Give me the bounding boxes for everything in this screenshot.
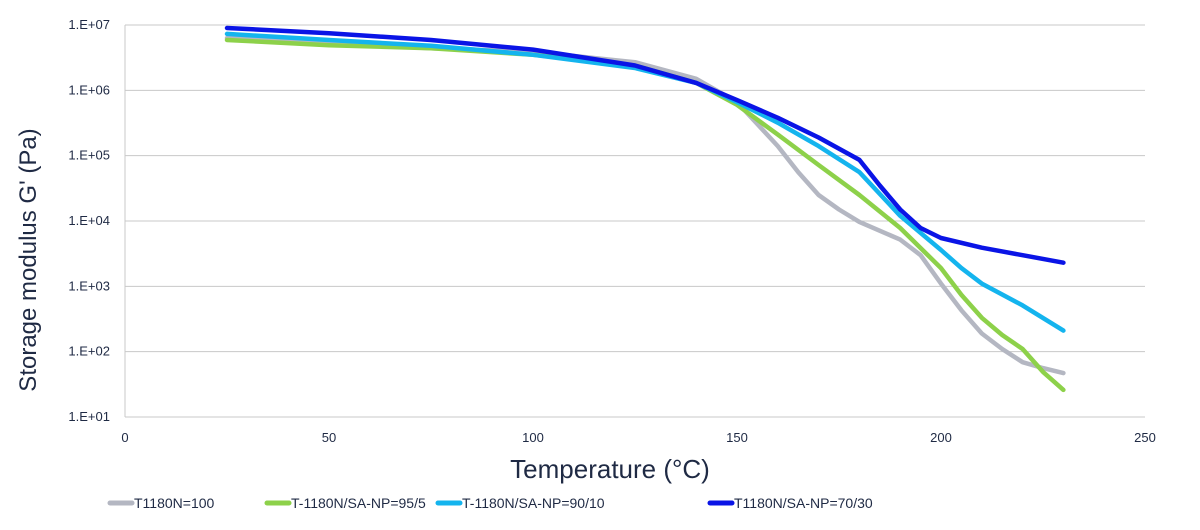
x-tick-label: 50 bbox=[322, 430, 336, 445]
y-axis-label: Storage modulus G' (Pa) bbox=[15, 128, 42, 391]
legend-label: T1180N=100 bbox=[134, 495, 215, 511]
y-tick-label: 1.E+03 bbox=[68, 278, 110, 293]
series-line-2 bbox=[224, 31, 1066, 333]
legend-label: T-1180N/SA-NP=90/10 bbox=[462, 495, 605, 511]
legend-item: T-1180N/SA-NP=90/10 bbox=[435, 495, 605, 511]
x-tick-label: 250 bbox=[1134, 430, 1156, 445]
x-tick-label: 150 bbox=[726, 430, 748, 445]
y-tick-label: 1.E+06 bbox=[68, 82, 110, 97]
legend-item: T-1180N/SA-NP=95/5 bbox=[264, 495, 426, 511]
y-tick-label: 1.E+02 bbox=[68, 344, 110, 359]
series-lines bbox=[224, 25, 1066, 393]
legend: T1180N=100 T-1180N/SA-NP=95/5 T-1180N/SA-N… bbox=[107, 495, 873, 511]
series-line-0 bbox=[224, 35, 1066, 376]
y-tick-labels: 1.E+01 1.E+02 1.E+03 1.E+04 1.E+05 1.E+06 1.E+… bbox=[68, 17, 110, 424]
legend-item: T1180N=100 bbox=[107, 495, 215, 511]
series-line-3 bbox=[224, 25, 1066, 265]
legend-item: T1180N/SA-NP=70/30 bbox=[707, 495, 873, 511]
series-line-1 bbox=[224, 37, 1066, 393]
y-tick-label: 1.E+04 bbox=[68, 213, 110, 228]
x-tick-label: 0 bbox=[121, 430, 128, 445]
y-tick-label: 1.E+05 bbox=[68, 148, 110, 163]
legend-label: T-1180N/SA-NP=95/5 bbox=[291, 495, 426, 511]
y-tick-label: 1.E+07 bbox=[68, 17, 110, 32]
gridlines bbox=[124, 24, 1145, 418]
y-tick-label: 1.E+01 bbox=[68, 409, 110, 424]
x-tick-label: 100 bbox=[522, 430, 544, 445]
x-tick-labels: 0 50 100 150 200 250 bbox=[121, 430, 1155, 445]
x-tick-label: 200 bbox=[930, 430, 952, 445]
x-axis-label: Temperature (°C) bbox=[510, 454, 710, 484]
legend-label: T1180N/SA-NP=70/30 bbox=[734, 495, 873, 511]
